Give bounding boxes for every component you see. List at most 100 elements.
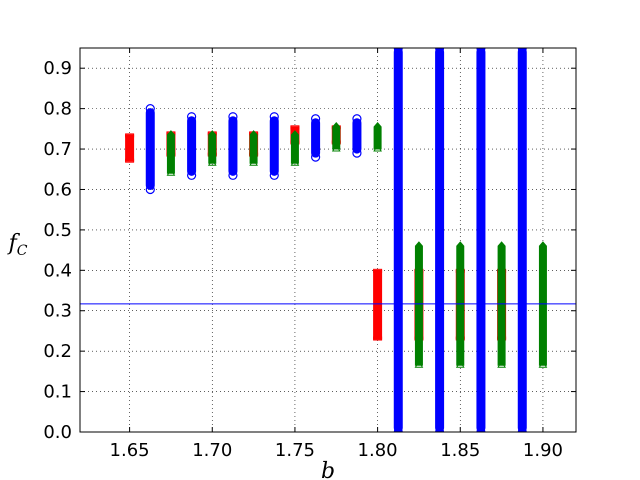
circle-marker-outlier [435, 396, 444, 404]
circle-marker-outlier [518, 71, 527, 79]
circle-marker-column [145, 108, 155, 190]
circle-marker-top [269, 112, 279, 122]
circle-marker-column [393, 48, 403, 432]
circle-marker-outlier [476, 66, 485, 74]
circle-marker-column [435, 48, 445, 432]
circle-marker-outlier [394, 66, 403, 74]
circle-marker-outlier [394, 401, 403, 409]
x-tick-label: 1.75 [275, 440, 315, 461]
circle-marker-top [187, 112, 197, 122]
circle-marker-outlier [476, 411, 485, 419]
circle-marker-outlier [435, 406, 444, 414]
circle-marker-outlier [518, 66, 527, 74]
circle-marker-outlier [435, 66, 444, 74]
y-tick-label: 0.7 [43, 139, 72, 160]
square-marker-bottom [125, 158, 135, 163]
plot-frame [79, 47, 577, 433]
circle-marker-column [476, 48, 486, 432]
triangle-marker-bottom [497, 360, 506, 368]
circle-marker-column [269, 116, 279, 176]
circle-marker-top [311, 114, 321, 124]
circle-marker-outlier [476, 81, 485, 89]
x-tick-label: 1.70 [192, 440, 232, 461]
circle-marker-outlier [394, 71, 403, 79]
circle-marker-column [228, 116, 238, 176]
circle-marker-outlier [518, 416, 527, 424]
square-marker-top [290, 125, 300, 130]
ticks: 1.65 1.70 1.75 1.80 1.85 1.90 0.0 0.1 0.2 0.3 0.4 0… [43, 48, 576, 461]
circle-marker-bottom [228, 170, 238, 180]
y-tick-label: 0.2 [43, 341, 72, 362]
circle-marker-outlier [435, 61, 444, 69]
circle-marker-outlier [476, 48, 485, 54]
circle-marker-outlier [476, 396, 485, 404]
circle-marker-bottom [145, 184, 155, 195]
circle-marker-outlier [435, 401, 444, 409]
circle-marker-top [352, 114, 362, 124]
x-tick-label: 1.80 [358, 440, 398, 461]
circle-marker-outlier [394, 421, 403, 429]
triangle-marker-bottom [455, 360, 465, 368]
circle-marker-outlier [476, 76, 485, 84]
circle-marker-outlier [476, 51, 485, 59]
circle-marker-outlier [518, 406, 527, 414]
circle-marker-outlier [518, 56, 527, 64]
circle-marker-outlier [518, 61, 527, 69]
y-tick-label: 0.5 [43, 220, 72, 241]
circle-marker-bottom [311, 152, 321, 162]
circle-marker-outlier [476, 426, 485, 432]
circle-marker-outlier [435, 421, 444, 429]
circle-marker-outlier [476, 421, 485, 429]
circle-marker-outlier [394, 416, 403, 424]
square-marker-top [125, 133, 135, 138]
circle-marker-outlier [435, 426, 444, 432]
circle-marker-outlier [476, 416, 485, 424]
square-marker-column [373, 269, 383, 340]
circle-marker-top [228, 112, 238, 122]
triangle-marker-bottom [249, 158, 258, 166]
circle-marker-outlier [476, 61, 485, 69]
circle-marker-outlier [394, 411, 403, 419]
circle-marker-outlier [435, 56, 444, 64]
y-tick-label: 0.8 [43, 99, 72, 120]
y-tick-label: 0.4 [43, 260, 72, 281]
circle-marker-outlier [518, 421, 527, 429]
y-tick-label: 0.9 [43, 58, 72, 79]
circle-marker-outlier [394, 76, 403, 84]
square-marker-top [373, 268, 383, 273]
circle-marker-bottom [352, 148, 362, 158]
circle-marker-column [517, 48, 527, 432]
circle-marker-outlier [518, 51, 527, 59]
x-tick-label: 1.65 [110, 440, 150, 461]
x-axis-label: b [321, 459, 335, 480]
circle-marker-outlier [476, 71, 485, 79]
circle-marker-outlier [435, 51, 444, 59]
square-marker-bottom [373, 336, 383, 341]
x-tick-label: 1.85 [440, 440, 480, 461]
circle-marker-outlier [435, 71, 444, 79]
y-tick-label: 0.6 [43, 179, 72, 200]
y-axis-label-subscript: C [17, 243, 28, 259]
data-marks-clipped [125, 48, 548, 432]
circle-marker-outlier [518, 81, 527, 89]
circle-marker-outlier [476, 406, 485, 414]
triangle-marker-bottom [207, 158, 217, 166]
circle-marker-bottom [187, 170, 197, 180]
circle-marker-outlier [518, 426, 527, 432]
circle-marker-outlier [394, 48, 403, 54]
x-tick-label: 1.90 [523, 440, 563, 461]
circle-marker-outlier [476, 401, 485, 409]
triangle-marker-bottom [331, 144, 341, 152]
circle-marker-outlier [394, 51, 403, 59]
circle-marker-outlier [518, 396, 527, 404]
triangle-marker-bottom [538, 360, 548, 368]
circle-marker-outlier [394, 426, 403, 432]
y-tick-label: 0.1 [43, 382, 72, 403]
circle-marker-outlier [518, 48, 527, 54]
y-tick-label: 0.3 [43, 301, 72, 322]
triangle-marker-bottom [290, 158, 300, 166]
square-marker-column [125, 134, 135, 162]
circle-marker-outlier [476, 56, 485, 64]
circle-marker-outlier [394, 406, 403, 414]
